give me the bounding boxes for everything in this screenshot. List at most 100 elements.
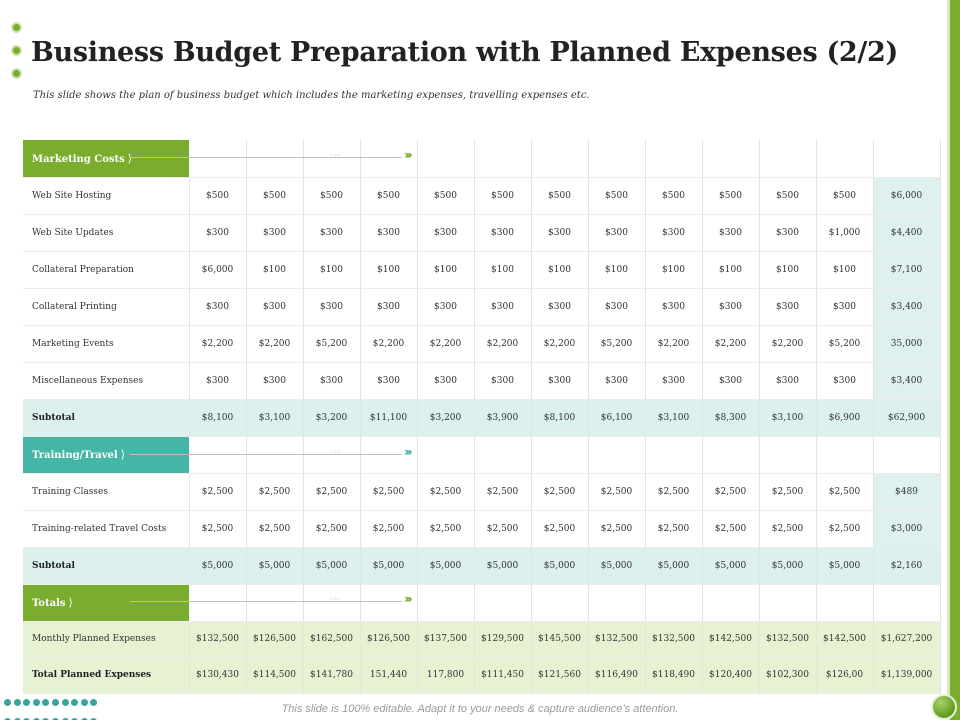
footer-dot: [51, 699, 59, 706]
footer-dot: [80, 718, 88, 720]
row-label: Web Site Updates: [23, 214, 190, 252]
table-row: Subtotal $8,100 $3,100 $3,200 $11,100 $3,200 $…: [23, 399, 941, 437]
month-value: $8,300: [702, 399, 760, 437]
month-value: $2,500: [360, 510, 418, 548]
empty-cell: [189, 140, 247, 178]
month-value: $2,200: [474, 325, 532, 363]
month-value: $5,000: [759, 547, 817, 585]
month-value: $300: [759, 288, 817, 326]
row-total: $1,627,200: [873, 621, 941, 658]
month-value: $300: [816, 362, 874, 400]
month-value: $2,500: [588, 510, 646, 548]
decorative-dots: [11, 22, 22, 91]
month-value: $500: [702, 177, 760, 215]
month-value: $2,500: [474, 510, 532, 548]
table-row: Subtotal $5,000 $5,000 $5,000 $5,000 $5,000 $5…: [23, 547, 941, 585]
footer-dot: [13, 699, 21, 706]
month-value: $2,500: [531, 510, 589, 548]
month-value: $111,450: [474, 657, 532, 694]
month-value: $300: [588, 288, 646, 326]
month-value: $100: [417, 251, 475, 289]
month-value: $300: [360, 288, 418, 326]
row-total: $6,000: [873, 177, 941, 215]
empty-cell: [246, 140, 304, 178]
month-value: $300: [702, 214, 760, 252]
month-value: $162,500: [303, 621, 361, 658]
section-title: Training/Travel: [32, 450, 118, 461]
month-value: $300: [531, 288, 589, 326]
month-value: $100: [588, 251, 646, 289]
month-value: $3,200: [303, 399, 361, 437]
month-value: $2,500: [759, 473, 817, 511]
footer-dot: [23, 718, 31, 720]
footer-dot: [32, 699, 40, 706]
month-value: $300: [588, 214, 646, 252]
footer-dot: [23, 699, 31, 706]
month-value: $300: [417, 288, 475, 326]
connector-line: [130, 454, 402, 455]
month-value: $2,500: [816, 510, 874, 548]
section-header-totals: Totals ⟩: [23, 584, 941, 622]
month-value: $2,500: [360, 473, 418, 511]
month-value: $500: [189, 177, 247, 215]
month-value: $2,500: [303, 510, 361, 548]
row-total: 35,000: [873, 325, 941, 363]
row-total: $3,400: [873, 362, 941, 400]
footer-dot: [42, 699, 50, 706]
row-label: Web Site Hosting: [23, 177, 190, 215]
month-value: $11,100: [360, 399, 418, 437]
month-value: $500: [645, 177, 703, 215]
section-label-totals: Totals ⟩: [23, 584, 189, 622]
table-row: Monthly Planned Expenses $132,500 $126,500…: [23, 621, 941, 658]
month-value: $2,500: [189, 473, 247, 511]
month-value: $5,000: [246, 547, 304, 585]
empty-cell: [303, 140, 361, 178]
empty-cell: [645, 436, 703, 474]
month-value: $8,100: [531, 399, 589, 437]
table-row: Miscellaneous Expenses $300 $300 $300 $300 $3…: [23, 362, 941, 400]
footer-dots: [4, 696, 104, 720]
month-value: $2,500: [759, 510, 817, 548]
footer-dot: [4, 699, 11, 706]
month-value: $100: [759, 251, 817, 289]
footer-dot: [61, 699, 69, 706]
chevron-right-icon: ⟩: [120, 448, 125, 461]
section-title: Totals: [32, 598, 66, 609]
month-value: $3,100: [246, 399, 304, 437]
month-value: $500: [531, 177, 589, 215]
month-value: $126,500: [246, 621, 304, 658]
month-value: $2,500: [702, 510, 760, 548]
month-value: $500: [816, 177, 874, 215]
decorative-dot: [11, 45, 22, 56]
empty-cell: [816, 584, 874, 622]
month-value: $2,200: [189, 325, 247, 363]
month-value: 117,800: [417, 657, 475, 694]
month-value: $6,900: [816, 399, 874, 437]
empty-cell: [702, 436, 760, 474]
month-value: $300: [702, 362, 760, 400]
month-value: $130,430: [189, 657, 247, 694]
footer-dot: [80, 699, 88, 706]
month-value: $120,400: [702, 657, 760, 694]
month-value: $114,500: [246, 657, 304, 694]
table-row: Training-related Travel Costs $2,500 $2,50…: [23, 510, 941, 548]
month-value: $3,200: [417, 399, 475, 437]
empty-cell: [474, 140, 532, 178]
section-header-training: Training/Travel ⟩: [23, 436, 941, 474]
slide-title: Business Budget Preparation with Planned…: [31, 37, 898, 68]
month-value: $300: [474, 362, 532, 400]
connector-dots-icon: ◦◦◦: [329, 595, 341, 604]
month-value: $500: [246, 177, 304, 215]
connector-dots-icon: ◦◦◦: [329, 448, 341, 457]
month-value: $6,100: [588, 399, 646, 437]
row-total: $1,139,000: [873, 657, 941, 694]
triple-chevron-icon: ›››: [404, 445, 413, 459]
empty-cell: [531, 584, 589, 622]
month-value: $5,000: [360, 547, 418, 585]
month-value: $3,100: [645, 399, 703, 437]
month-value: $132,500: [588, 621, 646, 658]
month-value: $2,500: [189, 510, 247, 548]
month-value: 151,440: [360, 657, 418, 694]
month-value: $500: [588, 177, 646, 215]
table-row: Web Site Hosting $500 $500 $500 $500 $500 $500…: [23, 177, 941, 215]
